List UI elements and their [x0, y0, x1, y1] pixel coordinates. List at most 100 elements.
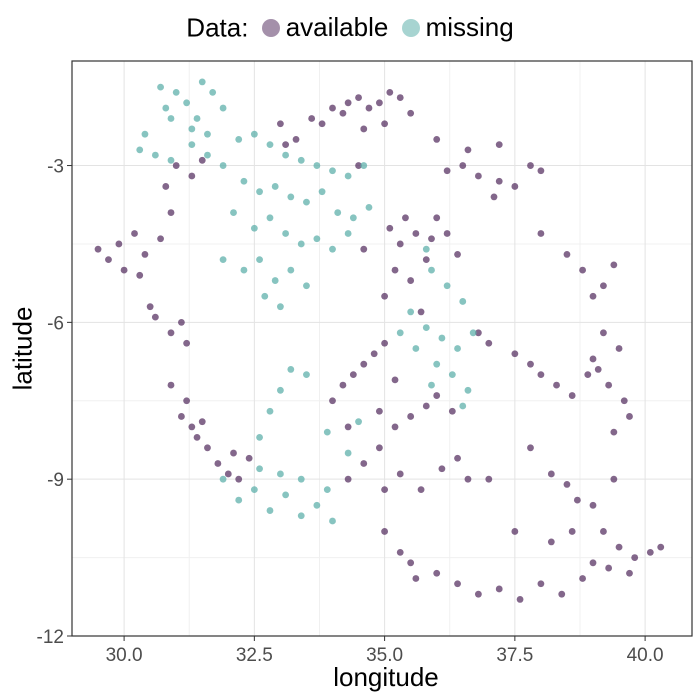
- legend-label-missing: missing: [425, 12, 514, 42]
- point-missing: [297, 156, 305, 164]
- point-missing: [428, 381, 435, 389]
- point-available: [568, 528, 576, 535]
- point-available: [402, 214, 409, 222]
- point-available: [407, 109, 415, 117]
- point-available: [490, 193, 498, 201]
- point-missing: [433, 360, 441, 368]
- point-available: [318, 120, 326, 128]
- point-missing: [219, 475, 227, 483]
- point-available: [589, 559, 597, 567]
- point-available: [407, 559, 415, 567]
- point-available: [474, 590, 482, 598]
- point-available: [428, 235, 435, 243]
- point-missing: [438, 334, 446, 342]
- point-available: [600, 329, 607, 337]
- point-available: [162, 183, 170, 190]
- point-available: [610, 475, 618, 483]
- point-missing: [448, 371, 456, 379]
- point-available: [365, 104, 373, 112]
- point-missing: [277, 386, 284, 394]
- point-available: [381, 292, 389, 300]
- point-available: [282, 141, 290, 149]
- point-available: [417, 308, 425, 316]
- point-missing: [323, 486, 331, 494]
- point-available: [417, 486, 425, 494]
- point-available: [495, 585, 503, 593]
- point-missing: [303, 198, 310, 206]
- point-available: [381, 339, 389, 347]
- point-available: [391, 266, 399, 274]
- point-missing: [136, 146, 144, 154]
- point-available: [495, 141, 503, 149]
- point-available: [422, 402, 430, 410]
- point-missing: [235, 136, 243, 143]
- point-available: [537, 230, 545, 237]
- point-missing: [188, 125, 196, 133]
- point-missing: [396, 329, 404, 337]
- point-available: [615, 543, 623, 551]
- point-available: [188, 172, 196, 180]
- point-available: [178, 413, 185, 420]
- point-missing: [188, 141, 196, 149]
- point-available: [448, 407, 456, 415]
- point-available: [329, 104, 336, 112]
- x-tick-label: 35.0: [366, 645, 403, 666]
- point-available: [157, 235, 164, 243]
- point-missing: [250, 130, 258, 138]
- point-missing: [266, 214, 274, 222]
- point-missing: [459, 402, 467, 410]
- point-available: [594, 366, 602, 373]
- point-missing: [141, 130, 149, 138]
- point-available: [443, 230, 451, 237]
- point-available: [230, 449, 237, 457]
- point-available: [568, 392, 576, 399]
- point-available: [167, 329, 175, 337]
- point-available: [547, 538, 555, 546]
- point-missing: [250, 486, 258, 494]
- point-missing: [282, 491, 290, 499]
- point-missing: [344, 449, 352, 457]
- point-available: [626, 413, 633, 420]
- point-available: [339, 109, 347, 117]
- point-missing: [464, 386, 472, 394]
- point-available: [474, 172, 482, 180]
- point-available: [537, 371, 545, 379]
- point-available: [422, 256, 430, 264]
- point-available: [527, 444, 534, 452]
- point-available: [245, 454, 253, 462]
- point-available: [204, 444, 211, 452]
- point-available: [214, 460, 222, 467]
- point-available: [631, 554, 639, 561]
- y-tick-label: -3: [47, 157, 64, 178]
- point-available: [527, 162, 534, 169]
- point-available: [360, 460, 368, 467]
- point-available: [370, 350, 378, 358]
- point-missing: [256, 256, 263, 264]
- point-available: [459, 162, 467, 169]
- x-axis-title: longitude: [333, 662, 439, 692]
- point-available: [443, 167, 451, 175]
- point-available: [433, 392, 441, 399]
- x-tick-label: 32.5: [236, 645, 273, 666]
- point-available: [386, 224, 394, 232]
- point-available: [360, 125, 368, 133]
- point-available: [198, 156, 206, 164]
- point-missing: [313, 501, 321, 509]
- plot-border: [71, 60, 693, 637]
- point-available: [339, 381, 347, 389]
- point-available: [151, 313, 159, 321]
- point-missing: [297, 240, 305, 248]
- point-missing: [157, 83, 164, 91]
- point-available: [537, 167, 545, 175]
- point-missing: [167, 156, 175, 164]
- point-missing: [360, 162, 368, 169]
- point-available: [381, 486, 389, 494]
- point-missing: [365, 203, 373, 211]
- point-missing: [235, 496, 243, 504]
- point-available: [626, 569, 633, 577]
- point-available: [183, 339, 191, 347]
- point-missing: [183, 99, 191, 107]
- point-missing: [219, 256, 227, 264]
- point-available: [495, 177, 503, 185]
- point-available: [433, 214, 441, 222]
